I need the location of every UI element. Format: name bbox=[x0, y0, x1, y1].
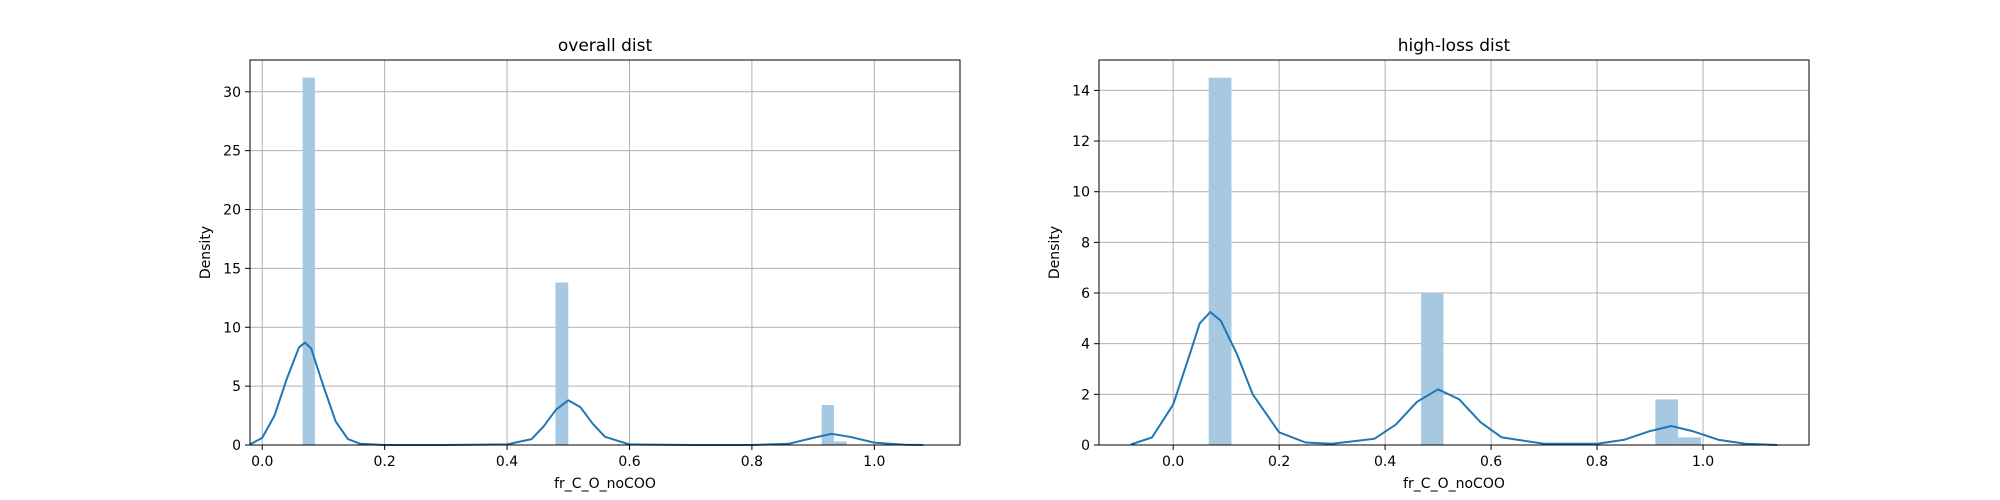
x-tick-label: 0.0 bbox=[1162, 454, 1184, 470]
x-tick-label: 0.6 bbox=[1480, 454, 1502, 470]
histogram-bar bbox=[302, 77, 315, 445]
histogram-bar bbox=[833, 441, 847, 445]
y-tick-label: 2 bbox=[1081, 387, 1090, 403]
x-axis-label: fr_C_O_noCOO bbox=[554, 476, 656, 492]
y-axis-label: Density bbox=[198, 226, 214, 279]
x-tick-label: 0.0 bbox=[251, 454, 273, 470]
y-tick-label: 5 bbox=[232, 379, 241, 395]
plot-frame bbox=[1098, 59, 1810, 446]
chart-title: high-loss dist bbox=[1398, 36, 1511, 56]
y-tick-label: 10 bbox=[1072, 185, 1090, 201]
x-tick-label: 0.6 bbox=[618, 454, 640, 470]
x-tick-label: 0.8 bbox=[1586, 454, 1608, 470]
plot-frame bbox=[249, 59, 961, 446]
y-tick-label: 14 bbox=[1072, 83, 1090, 99]
y-tick-label: 8 bbox=[1081, 235, 1090, 251]
histogram-bar bbox=[1678, 437, 1701, 445]
histogram-bar bbox=[1421, 293, 1444, 445]
y-tick-label: 15 bbox=[223, 261, 241, 277]
histogram-bar bbox=[1208, 77, 1232, 446]
x-tick-label: 0.2 bbox=[374, 454, 396, 470]
y-axis-label: Density bbox=[1047, 226, 1063, 279]
y-tick-label: 4 bbox=[1081, 337, 1090, 353]
y-tick-label: 20 bbox=[223, 203, 241, 219]
y-tick-label: 0 bbox=[232, 438, 241, 454]
y-tick-label: 0 bbox=[1081, 438, 1090, 454]
kde-line bbox=[1130, 311, 1778, 446]
chart-overall-dist: 0.0 0.2 0.4 0.6 0.8 1.0 0 5 10 15 20 25 30 overall di… bbox=[198, 36, 961, 492]
y-tick-label: 25 bbox=[223, 144, 241, 160]
chart-high-loss-dist: 0.0 0.2 0.4 0.6 0.8 1.0 0 2 4 6 8 10 12 14 high-loss d… bbox=[1047, 36, 1810, 492]
x-axis-label: fr_C_O_noCOO bbox=[1403, 476, 1505, 492]
histogram-bar bbox=[555, 282, 569, 445]
x-tick-label: 0.4 bbox=[1374, 454, 1396, 470]
y-tick-label: 10 bbox=[223, 320, 241, 336]
chart-title: overall dist bbox=[558, 36, 653, 56]
y-tick-label: 12 bbox=[1072, 134, 1090, 150]
y-tick-label: 30 bbox=[223, 85, 241, 101]
histogram-bar bbox=[821, 404, 834, 445]
x-tick-label: 0.8 bbox=[741, 454, 763, 470]
x-tick-label: 1.0 bbox=[863, 454, 885, 470]
x-tick-label: 0.2 bbox=[1268, 454, 1290, 470]
histogram-bar bbox=[1655, 399, 1679, 445]
y-tick-label: 6 bbox=[1081, 286, 1090, 302]
x-tick-label: 1.0 bbox=[1692, 454, 1714, 470]
kde-line bbox=[249, 341, 924, 446]
x-tick-label: 0.4 bbox=[496, 454, 518, 470]
